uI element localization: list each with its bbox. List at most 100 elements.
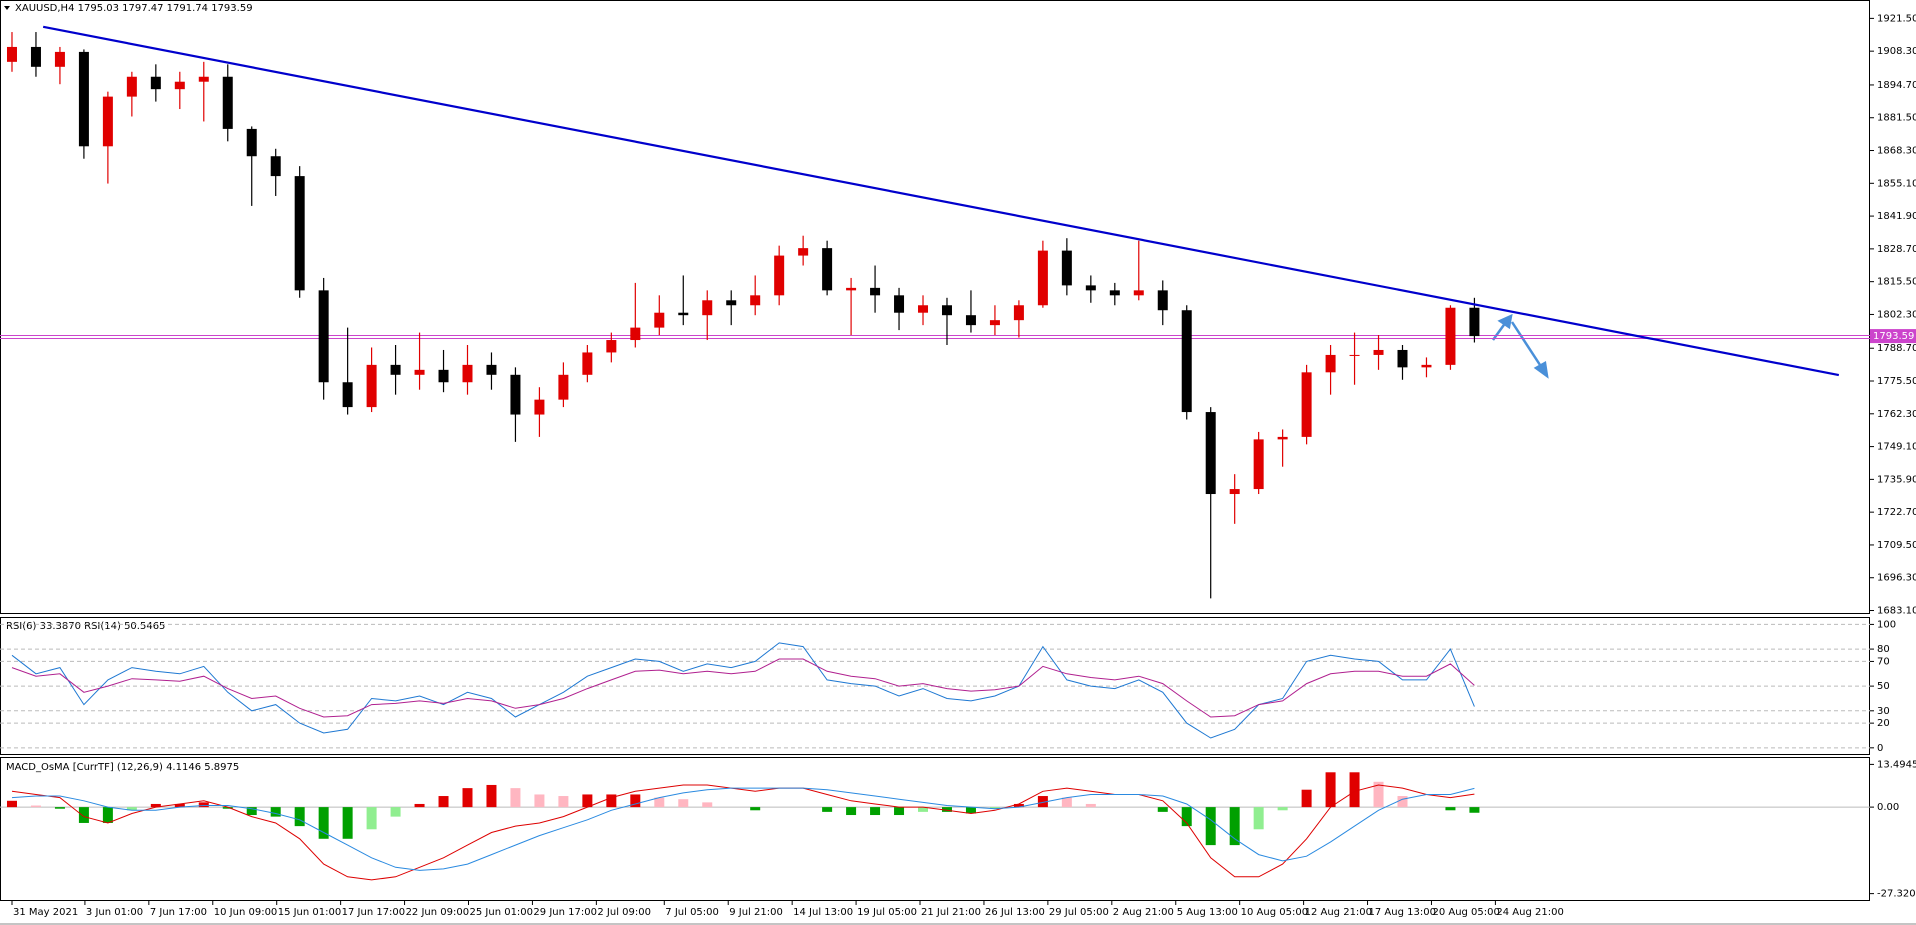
- histogram-bar: [870, 807, 881, 816]
- candle-body: [366, 364, 377, 408]
- histogram-bar: [126, 807, 137, 811]
- y-tick-label: 1735.90: [1877, 474, 1916, 485]
- candle-body: [1085, 285, 1096, 291]
- candle-body: [246, 128, 257, 157]
- indicator-line: [11, 784, 1475, 881]
- candle-body: [222, 76, 233, 129]
- candle-body: [678, 312, 689, 316]
- histogram-bar: [222, 807, 233, 809]
- candle-body: [414, 369, 425, 375]
- candle-body: [606, 340, 617, 353]
- candle-body: [1061, 250, 1072, 286]
- histogram-bar: [582, 794, 593, 808]
- y-tick-label: 1788.70: [1877, 343, 1916, 354]
- y-tick-label: 1828.70: [1877, 244, 1916, 255]
- rsi-title: RSI(6) 33.3870 RSI(14) 50.5465: [6, 621, 165, 632]
- candle-body: [294, 176, 305, 291]
- candle-body: [102, 96, 113, 147]
- menu-triangle[interactable]: [4, 6, 10, 10]
- histogram-bar: [1205, 807, 1216, 846]
- y-tick-label: 1709.50: [1877, 540, 1916, 551]
- histogram-bar: [270, 807, 281, 817]
- candle-body: [342, 382, 353, 408]
- histogram-bar: [174, 803, 185, 808]
- trend-line: [42, 25, 1840, 377]
- x-tick-label: 10 Aug 05:00: [1241, 907, 1308, 918]
- candle-body: [462, 364, 473, 383]
- candle-body: [774, 255, 785, 296]
- x-tick-label: 3 Jun 01:00: [86, 907, 143, 918]
- x-tick-label: 21 Jul 21:00: [921, 907, 981, 918]
- histogram-bar: [606, 794, 617, 808]
- candle-body: [6, 46, 17, 62]
- candle-body: [558, 374, 569, 400]
- histogram-bar: [198, 802, 209, 808]
- candle-body: [486, 364, 497, 375]
- candle-body: [270, 156, 281, 177]
- histogram-bar: [486, 784, 497, 808]
- candle-body: [1421, 364, 1432, 368]
- y-tick-label: 1775.50: [1877, 376, 1916, 387]
- candle-body: [510, 374, 521, 415]
- arrow-down-head: [1533, 361, 1549, 379]
- x-tick-label: 29 Jun 17:00: [533, 907, 597, 918]
- candle-body: [1013, 305, 1024, 321]
- histogram-bar: [1037, 796, 1048, 808]
- x-tick-label: 25 Jun 01:00: [470, 907, 534, 918]
- candle-body: [941, 305, 952, 316]
- x-tick-label: 2 Jul 09:00: [597, 907, 651, 918]
- y-tick-label: 1921.50: [1877, 13, 1916, 24]
- x-tick-label: 22 Jun 09:00: [406, 907, 470, 918]
- candle-body: [198, 76, 209, 82]
- candle-body: [989, 320, 1000, 326]
- y-tick-label: 70: [1877, 656, 1890, 667]
- candle-body: [750, 295, 761, 306]
- candle-body: [1205, 412, 1216, 495]
- histogram-bar: [1445, 807, 1456, 811]
- histogram-bar: [1085, 803, 1096, 808]
- macd-panel-frame: [0, 757, 1870, 901]
- histogram-bar: [1061, 797, 1072, 808]
- indicator-line: [11, 642, 1475, 739]
- candle-body: [1397, 349, 1408, 368]
- candle-body: [965, 315, 976, 326]
- candle-body: [1301, 372, 1312, 437]
- histogram-bar: [750, 807, 761, 811]
- candle-body: [1133, 290, 1144, 296]
- x-tick-label: 31 May 2021: [13, 907, 78, 918]
- y-tick-label: 0: [1877, 743, 1883, 754]
- histogram-bar: [1301, 789, 1312, 808]
- candle-body: [390, 364, 401, 375]
- arrow-down: [1510, 321, 1544, 369]
- main-panel-frame: [0, 0, 1870, 614]
- y-tick-label: 1855.10: [1877, 178, 1916, 189]
- histogram-bar: [462, 788, 473, 808]
- candle-body: [1349, 354, 1360, 356]
- x-tick-label: 12 Aug 21:00: [1305, 907, 1372, 918]
- candle-body: [1277, 436, 1288, 440]
- y-tick-label: 1683.10: [1877, 606, 1916, 617]
- histogram-bar: [702, 802, 713, 808]
- histogram-bar: [1325, 772, 1336, 808]
- candle-body: [78, 51, 89, 147]
- candle-body: [318, 290, 329, 383]
- histogram-bar: [78, 807, 89, 823]
- histogram-bar: [54, 807, 65, 809]
- histogram-bar: [1277, 807, 1288, 811]
- histogram-bar: [30, 805, 41, 808]
- candle-body: [702, 300, 713, 316]
- candle-body: [1469, 307, 1480, 337]
- y-tick-label: -27.3205: [1877, 889, 1916, 900]
- macd-title: MACD_OsMA [CurrTF] (12,26,9) 4.1146 5.89…: [6, 762, 239, 773]
- histogram-bar: [1013, 803, 1024, 808]
- histogram-bar: [534, 794, 545, 808]
- y-tick-label: 1722.70: [1877, 507, 1916, 518]
- candle-body: [1037, 250, 1048, 306]
- histogram-bar: [438, 796, 449, 808]
- histogram-bar: [510, 788, 521, 808]
- y-tick-label: 50: [1877, 681, 1890, 692]
- x-tick-label: 15 Jun 01:00: [278, 907, 342, 918]
- candle-body: [534, 399, 545, 415]
